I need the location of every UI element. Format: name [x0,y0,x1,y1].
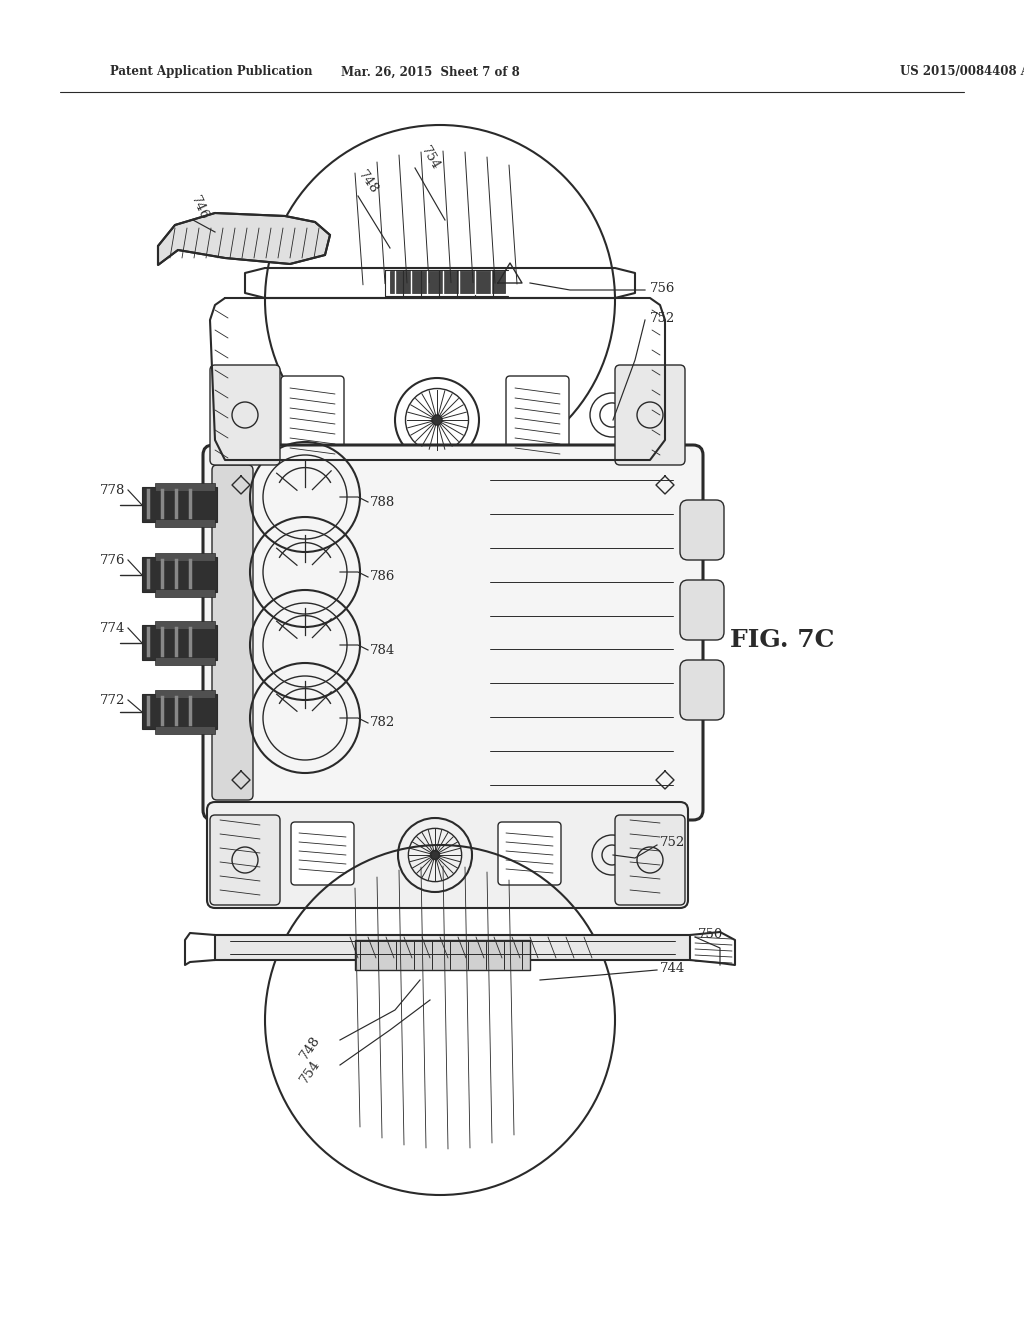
Text: FIG. 7C: FIG. 7C [730,628,835,652]
Bar [155,519,215,527]
Text: 754: 754 [418,144,442,172]
Text: 748: 748 [298,1034,324,1063]
Text: 756: 756 [650,281,676,294]
FancyBboxPatch shape [506,376,569,465]
Circle shape [430,850,439,859]
Text: 784: 784 [370,644,395,656]
Text: 754: 754 [298,1057,324,1086]
Bar [155,553,215,561]
Text: US 2015/0084408 A1: US 2015/0084408 A1 [900,66,1024,78]
FancyBboxPatch shape [210,366,280,465]
Bar [142,694,217,729]
FancyBboxPatch shape [615,814,685,906]
FancyBboxPatch shape [207,803,688,908]
Text: 750: 750 [698,928,723,941]
Bar [142,487,217,521]
Circle shape [432,414,442,425]
Bar [355,940,530,970]
Text: 778: 778 [99,483,125,496]
FancyBboxPatch shape [291,822,354,884]
Text: 752: 752 [660,837,685,850]
Bar [155,726,215,734]
FancyBboxPatch shape [212,465,253,800]
FancyBboxPatch shape [498,822,561,884]
Text: 776: 776 [99,553,125,566]
Text: 788: 788 [370,495,395,508]
Text: 782: 782 [370,717,395,730]
Text: 772: 772 [99,693,125,706]
Bar [155,483,215,491]
Text: 748: 748 [355,168,380,197]
Text: Patent Application Publication: Patent Application Publication [110,66,312,78]
FancyBboxPatch shape [680,579,724,640]
Bar [155,657,215,665]
FancyBboxPatch shape [210,814,280,906]
Text: Mar. 26, 2015  Sheet 7 of 8: Mar. 26, 2015 Sheet 7 of 8 [341,66,519,78]
Text: 744: 744 [660,961,685,974]
Bar [390,271,505,293]
Bar [142,557,217,591]
FancyBboxPatch shape [680,500,724,560]
Text: 746: 746 [188,194,211,222]
Bar [155,690,215,698]
FancyBboxPatch shape [680,660,724,719]
Bar [215,935,690,960]
Text: 774: 774 [99,622,125,635]
FancyBboxPatch shape [615,366,685,465]
Bar [155,589,215,597]
Bar [155,620,215,630]
Polygon shape [158,213,330,265]
Text: 752: 752 [650,312,675,325]
FancyBboxPatch shape [203,445,703,820]
Text: 786: 786 [370,570,395,583]
FancyBboxPatch shape [281,376,344,465]
Bar [142,624,217,660]
